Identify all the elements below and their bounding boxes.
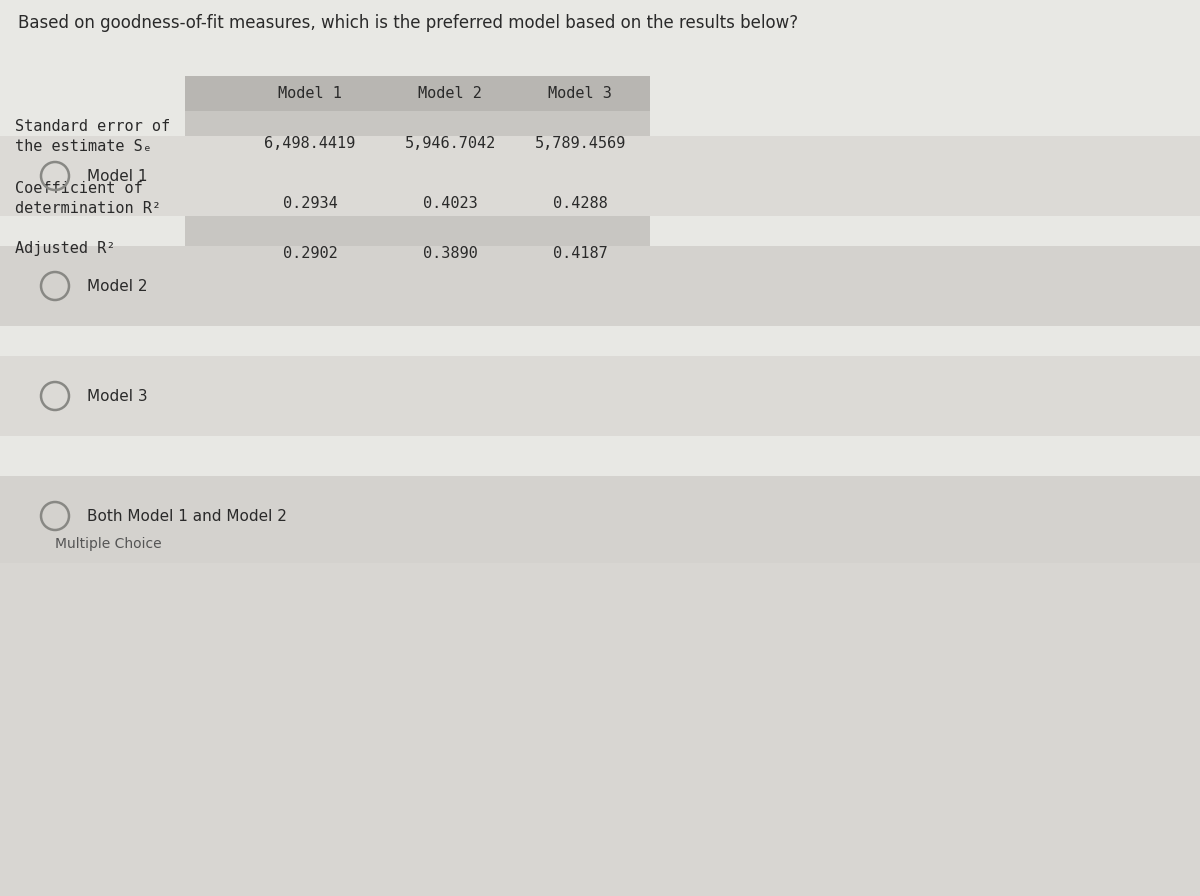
Text: Model 1: Model 1 — [278, 86, 342, 101]
Text: 0.4187: 0.4187 — [553, 246, 607, 261]
Text: Both Model 1 and Model 2: Both Model 1 and Model 2 — [88, 509, 287, 523]
Bar — [0, 525, 1200, 563]
Bar — [0, 356, 1200, 436]
Text: Model 3: Model 3 — [88, 389, 148, 403]
Text: 5,789.4569: 5,789.4569 — [534, 136, 625, 151]
Text: Coefficient of: Coefficient of — [14, 181, 143, 196]
Bar — [0, 136, 1200, 216]
Bar — [0, 0, 1200, 525]
Bar — [185, 231, 650, 276]
Text: Model 2: Model 2 — [418, 86, 482, 101]
Text: Model 1: Model 1 — [88, 168, 148, 184]
Bar — [0, 476, 1200, 556]
Text: determination R²: determination R² — [14, 201, 161, 216]
Text: 6,498.4419: 6,498.4419 — [264, 136, 355, 151]
Text: the estimate Sₑ: the estimate Sₑ — [14, 139, 152, 154]
Text: 0.2902: 0.2902 — [283, 246, 337, 261]
Text: Multiple Choice: Multiple Choice — [55, 537, 162, 551]
Text: 0.4023: 0.4023 — [422, 196, 478, 211]
Bar — [185, 111, 650, 176]
Text: Standard error of: Standard error of — [14, 119, 170, 134]
Bar — [0, 521, 1200, 527]
Bar — [185, 76, 650, 111]
Text: 0.2934: 0.2934 — [283, 196, 337, 211]
Bar — [0, 525, 1200, 896]
Text: Adjusted R²: Adjusted R² — [14, 241, 115, 256]
Text: 0.4288: 0.4288 — [553, 196, 607, 211]
Text: 5,946.7042: 5,946.7042 — [404, 136, 496, 151]
Text: 0.3890: 0.3890 — [422, 246, 478, 261]
Text: Model 3: Model 3 — [548, 86, 612, 101]
Text: Based on goodness-of-fit measures, which is the preferred model based on the res: Based on goodness-of-fit measures, which… — [18, 14, 798, 32]
Text: Model 2: Model 2 — [88, 279, 148, 294]
Bar — [185, 176, 650, 231]
Bar — [0, 246, 1200, 326]
